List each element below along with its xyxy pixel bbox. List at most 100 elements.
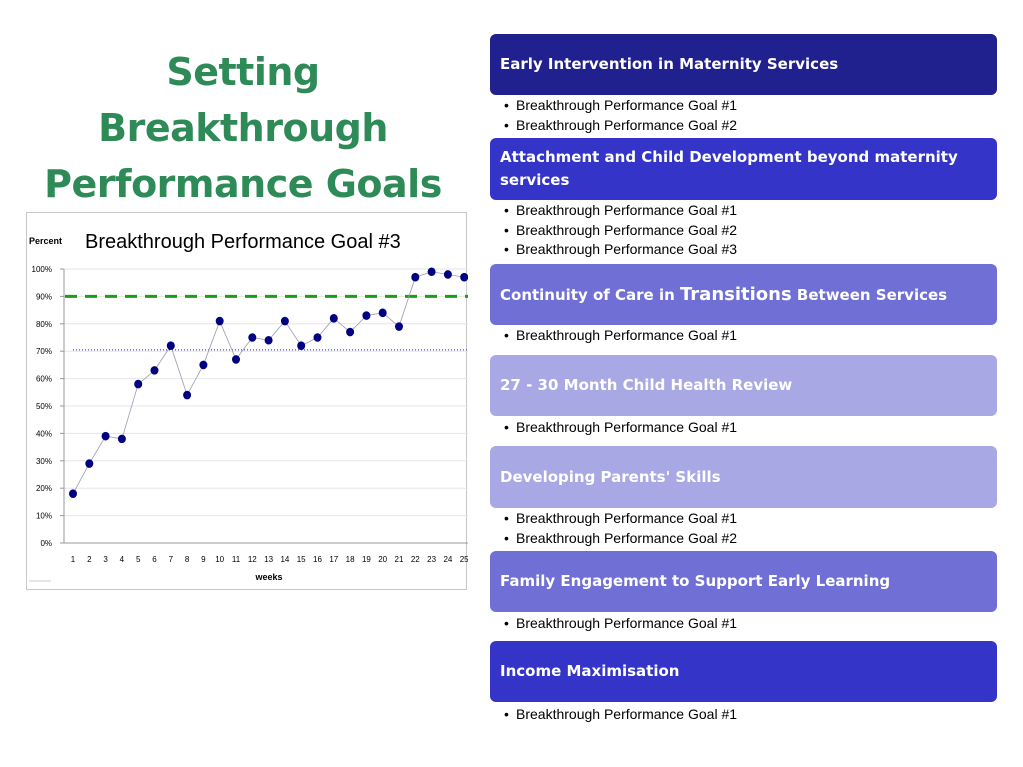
x-axis-label: weeks [254, 572, 282, 582]
goal-list: Breakthrough Performance Goal #1 [504, 614, 1004, 634]
slide-title: Setting Breakthrough Performance Goals [18, 44, 468, 212]
data-point [166, 341, 175, 351]
data-point [117, 434, 126, 444]
x-tick-label: 13 [264, 555, 273, 564]
y-tick-label: 90% [36, 292, 52, 301]
x-tick-label: 1 [71, 555, 76, 564]
data-point [134, 379, 143, 389]
x-tick-label: 7 [169, 555, 174, 564]
data-point [362, 311, 371, 320]
x-tick-label: 6 [152, 555, 157, 564]
slide-title-line-2: Performance Goals [44, 162, 442, 206]
section-title: Attachment and Child Development beyond … [500, 148, 958, 189]
section-header-2: Attachment and Child Development beyond … [490, 138, 997, 200]
goal-list: Breakthrough Performance Goal #1 [504, 326, 1004, 346]
data-point [346, 327, 355, 337]
y-tick-label: 60% [36, 375, 52, 384]
data-point [313, 333, 322, 342]
x-tick-label: 5 [136, 555, 141, 564]
data-point [85, 459, 94, 468]
x-tick-label: 15 [297, 555, 306, 564]
goal-list-item: Breakthrough Performance Goal #1 [504, 201, 1004, 221]
y-tick-label: 30% [36, 457, 52, 466]
y-tick-label: 80% [36, 320, 52, 329]
section-title: Continuity of Care in Transitions Betwee… [500, 283, 947, 307]
goal-list-item: Breakthrough Performance Goal #1 [504, 418, 1004, 438]
section-title: Developing Parents' Skills [500, 467, 721, 486]
section-title-part: Between Services [791, 285, 948, 304]
section-title: Family Engagement to Support Early Learn… [500, 572, 891, 590]
section-header-4: 27 - 30 Month Child Health Review [490, 355, 997, 416]
x-tick-label: 12 [248, 555, 257, 564]
grid-layer [60, 268, 468, 544]
x-tick-label: 9 [201, 555, 206, 564]
data-point [280, 316, 289, 326]
goal-list-item: Breakthrough Performance Goal #1 [504, 326, 1004, 346]
section-title: Income Maximisation [500, 662, 680, 680]
x-tick-label: 8 [185, 555, 190, 564]
section-title: Early Intervention in Maternity Services [500, 55, 839, 73]
x-tick-label: 24 [443, 555, 452, 564]
y-tick-label: 70% [36, 347, 52, 356]
data-point [411, 272, 420, 282]
chart-title: Breakthrough Performance Goal #3 [85, 231, 401, 253]
x-tick-label: 23 [427, 555, 436, 564]
goal-list: Breakthrough Performance Goal #1Breakthr… [504, 96, 1004, 135]
y-tick-label: 100% [32, 265, 52, 274]
data-point [427, 267, 436, 277]
goal-list-item: Breakthrough Performance Goal #2 [504, 529, 1004, 549]
goal-list: Breakthrough Performance Goal #1Breakthr… [504, 509, 1004, 548]
goal-list-item: Breakthrough Performance Goal #1 [504, 614, 1004, 634]
section-header-1: Early Intervention in Maternity Services [490, 34, 997, 95]
goal-list: Breakthrough Performance Goal #1 [504, 418, 1004, 438]
y-tick-label: 40% [36, 429, 52, 438]
data-point [232, 355, 240, 364]
x-tick-label: 18 [346, 555, 355, 564]
y-tick-label: 20% [36, 484, 52, 493]
data-point [248, 333, 257, 342]
data-point [395, 322, 403, 331]
x-tick-label: 25 [460, 555, 468, 564]
x-tick-label: 11 [232, 555, 241, 564]
slide-title-line-1: Setting Breakthrough [98, 50, 388, 150]
x-tick-label: 22 [411, 555, 420, 564]
x-tick-label: 20 [378, 555, 387, 564]
series-layer [69, 267, 468, 498]
data-point [183, 390, 192, 400]
data-point [297, 341, 306, 351]
x-tick-label: 3 [103, 555, 108, 564]
goal-list: Breakthrough Performance Goal #1Breakthr… [504, 201, 1004, 260]
data-point [378, 308, 387, 318]
data-point [69, 489, 77, 498]
x-tick-label: 10 [215, 555, 224, 564]
x-tick-label: 4 [120, 555, 125, 564]
data-point [101, 431, 110, 441]
section-title-emphasis: Transitions [680, 283, 792, 305]
x-tick-label: 21 [395, 555, 404, 564]
y-tick-label: 50% [36, 402, 52, 411]
x-tick-label: 2 [87, 555, 92, 564]
goal-list-item: Breakthrough Performance Goal #1 [504, 705, 1004, 725]
x-tick-label: 19 [362, 555, 371, 564]
x-tick-label: 14 [280, 555, 289, 564]
y-tick-label: 10% [36, 512, 52, 521]
section-header-6: Family Engagement to Support Early Learn… [490, 551, 997, 612]
goal-list-item: Breakthrough Performance Goal #1 [504, 96, 1004, 116]
reference-lines [65, 294, 468, 351]
y-axis-label: Percent [29, 236, 62, 246]
goal-list-item: Breakthrough Performance Goal #2 [504, 116, 1004, 136]
data-point [264, 335, 273, 345]
data-point [199, 360, 208, 370]
tick-layer: 0%10%20%30%40%50%60%70%80%90%100%1 2 3 4 5 6 7… [32, 265, 468, 564]
goal-list-item: Breakthrough Performance Goal #1 [504, 509, 1004, 529]
x-tick-label: 17 [329, 555, 338, 564]
goal-list-item: Breakthrough Performance Goal #2 [504, 221, 1004, 241]
data-point [460, 272, 468, 282]
chart-frame: Breakthrough Performance Goal #3 Percent… [26, 212, 468, 590]
section-title-part: Continuity of Care in [500, 285, 680, 304]
data-point [150, 366, 159, 375]
section-header-3: Continuity of Care in Transitions Betwee… [490, 264, 997, 325]
y-tick-label: 0% [40, 539, 52, 548]
section-header-5: Developing Parents' Skills [490, 446, 997, 508]
goal-list: Breakthrough Performance Goal #1 [504, 705, 1004, 725]
